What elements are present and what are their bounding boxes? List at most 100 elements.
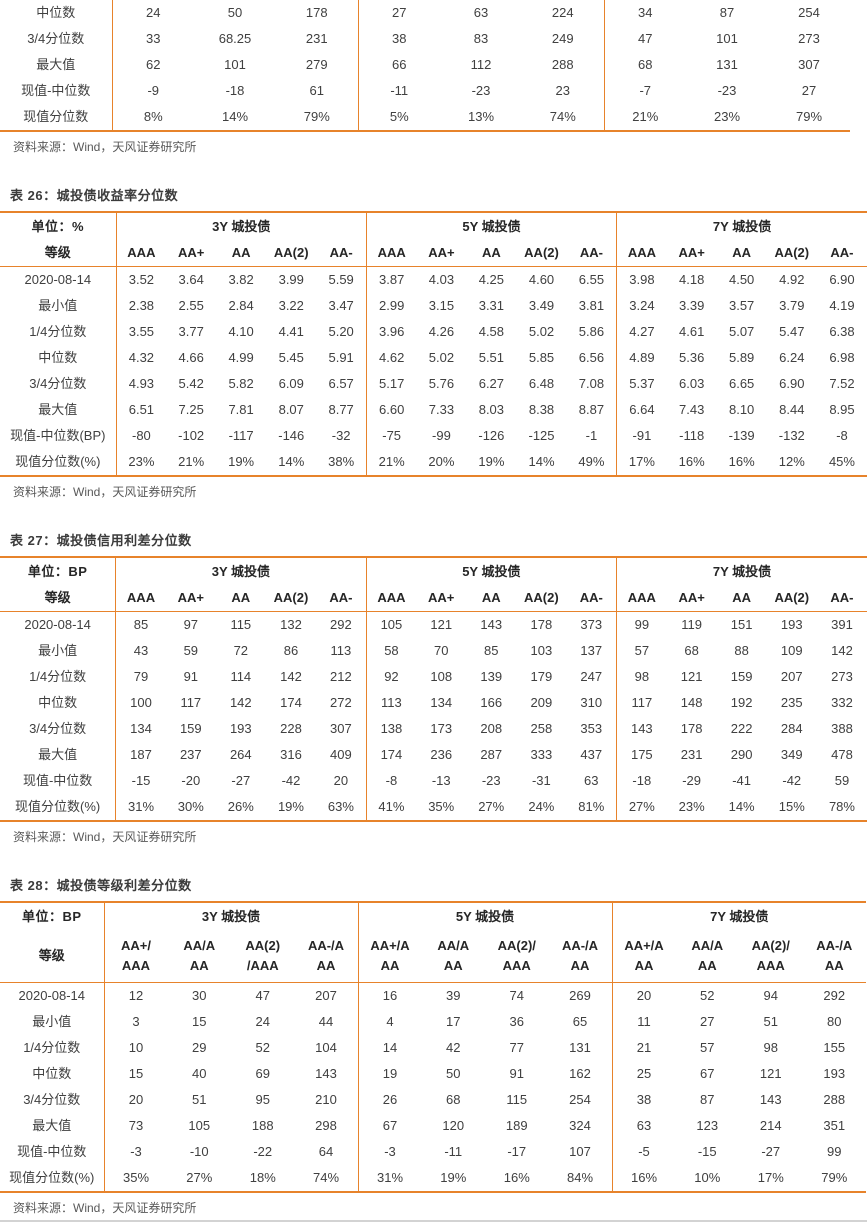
cell: 107: [569, 1144, 591, 1159]
cell: 8.44: [779, 402, 805, 417]
row-label: 现值分位数: [23, 109, 89, 124]
table-row: 现值分位数 8% 14% 79% 5% 13% 74% 21% 23% 79%: [0, 104, 850, 131]
cell: 5.20: [328, 324, 354, 339]
table-row: 现值-中位数 -15 -20 -27 -42 20 -8 -13 -23 -31 63 -18 -29 -…: [0, 768, 867, 794]
cell: 95: [255, 1092, 270, 1107]
cell: -23: [717, 83, 737, 98]
row-label: 1/4分位数: [29, 669, 87, 684]
cell: 353: [580, 721, 603, 736]
cell: 391: [831, 617, 853, 632]
cell: 333: [530, 747, 553, 762]
col-header: AAA: [616, 240, 667, 267]
cell: 174: [280, 695, 302, 710]
cell: 236: [430, 747, 453, 762]
cell: 120: [442, 1118, 465, 1133]
cell: 3.77: [178, 324, 204, 339]
row-label: 最小值: [38, 298, 78, 313]
row-label: 中位数: [38, 695, 78, 710]
table-row: 2020-08-14 85 97 115 132 292 105 121 143 178 373 99…: [0, 611, 867, 638]
cell: 143: [315, 1066, 337, 1081]
cell: 74%: [549, 109, 576, 124]
table-row: 现值分位数(%) 31% 30% 26% 19% 63% 41% 35% 27% 24% 81% 27…: [0, 794, 867, 821]
cell: 3.87: [365, 266, 417, 293]
cell: 12: [103, 982, 168, 1009]
cell: 50: [227, 5, 243, 20]
cell: 68: [603, 52, 686, 78]
cell: 10%: [694, 1170, 721, 1185]
cell: 316: [280, 747, 302, 762]
group-header: 5Y 城投债: [365, 557, 617, 585]
cell: -3: [357, 1139, 422, 1165]
cell: 4.50: [728, 272, 755, 287]
col-header: AAA: [365, 240, 417, 267]
cell: 4.19: [829, 298, 855, 313]
cell: 79%: [821, 1170, 848, 1185]
cell: 5.59: [328, 272, 354, 287]
cell: 5.85: [528, 350, 555, 365]
table-26-source: 资料来源：Wind，天风证券研究所: [13, 485, 197, 499]
row-label: 现值分位数(%): [15, 799, 101, 814]
top-table-section: 中位数 24 50 178 27 63 224 34 87 254 3/4分位数 33 68.25 231…: [0, 0, 867, 155]
cell: 142: [831, 643, 853, 658]
cell: 52: [255, 1040, 270, 1055]
cell: 67: [357, 1113, 422, 1139]
cell: 79%: [303, 109, 330, 124]
col-header: AA-: [816, 585, 867, 612]
col-header: AA-/A AA: [294, 930, 358, 983]
table-row: 中位数 24 50 178 27 63 224 34 87 254: [0, 0, 850, 26]
cell: 3.24: [616, 293, 667, 319]
col-header: AA-: [316, 585, 367, 612]
col-header: AAA: [365, 585, 417, 612]
cell: 189: [505, 1118, 528, 1133]
cell: 5.37: [616, 371, 667, 397]
cell: 5.89: [728, 350, 755, 365]
col-header: AA(2)/AAA: [739, 930, 803, 983]
table-row: 最小值 43 59 72 86 113 58 70 85 103 137 57 68 88 109 142: [0, 638, 867, 664]
col-header: AA-/A AA: [548, 930, 612, 983]
cell: 249: [551, 31, 574, 46]
top-table-clip: 中位数 24 50 178 27 63 224 34 87 254 3/4分位数 33 68.25 231…: [0, 0, 867, 132]
cell: 68.25: [218, 31, 252, 46]
group-header: 5Y 城投债: [357, 902, 612, 930]
cell: 45%: [828, 454, 855, 469]
cell: 20: [611, 982, 676, 1009]
cell: 51: [192, 1092, 207, 1107]
col-header: AA(2): [766, 240, 817, 267]
cell: 4.61: [679, 324, 705, 339]
col-header: AA(2)/AAA: [485, 930, 549, 983]
cell: -75: [365, 423, 417, 449]
cell: 113: [330, 643, 352, 658]
cell: -5: [611, 1139, 676, 1165]
cell: 23: [555, 83, 570, 98]
cell: 91: [183, 669, 199, 684]
row-label: 现值-中位数(BP): [10, 428, 106, 443]
table-28: 单位：BP 3Y 城投债 5Y 城投债 7Y 城投债 等级 AA+/AAA AA/A AA AA…: [0, 901, 866, 1193]
cell: 207: [315, 988, 337, 1003]
cell: 4.58: [478, 324, 505, 339]
col-header: AA+: [416, 585, 467, 612]
cell: 14%: [221, 109, 249, 124]
cell: 80: [827, 1014, 842, 1029]
col-header: AA-: [816, 240, 867, 267]
cell: 52: [700, 988, 715, 1003]
cell: 20: [333, 773, 349, 788]
cell: 74%: [312, 1170, 340, 1185]
cell: 27%: [186, 1170, 213, 1185]
cell: 207: [780, 669, 803, 684]
group-header: 3Y 城投债: [115, 557, 367, 585]
cell: 269: [569, 988, 591, 1003]
col-header: AA(2)/AAA: [231, 930, 295, 983]
cell: 6.55: [578, 272, 605, 287]
col-header: AA+/AAA: [103, 930, 168, 983]
cell: 237: [179, 747, 202, 762]
cell: -117: [228, 428, 254, 443]
cell: 222: [730, 721, 753, 736]
cell: 178: [305, 5, 328, 20]
cell: 62: [111, 52, 194, 78]
cell: 7.43: [679, 402, 705, 417]
table-28-section: 表 28：城投债等级利差分位数 单位：BP 3Y 城投债 5Y 城投债 7Y 城投债等…: [0, 875, 867, 1216]
table-27-source: 资料来源：Wind，天风证券研究所: [13, 830, 197, 844]
col-header: AA/A AA: [675, 930, 739, 983]
cell: 3.81: [578, 298, 605, 313]
